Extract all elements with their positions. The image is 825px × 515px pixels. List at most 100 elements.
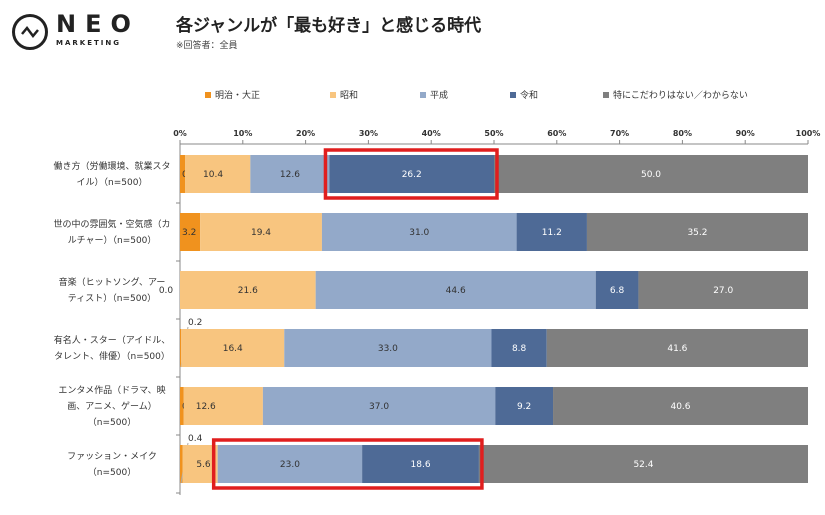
data-label: 23.0 [280, 460, 300, 470]
category-label: 世の中の雰囲気・空気感（カ [53, 218, 170, 230]
category-label: （n=500） [88, 417, 136, 428]
data-label: 0.4 [188, 434, 203, 444]
bar-segment [200, 213, 322, 251]
data-label: 12.6 [280, 170, 300, 180]
bar-segment [362, 445, 479, 483]
logo-sub: MARKETING [56, 39, 121, 47]
bar-segment [595, 271, 639, 309]
bar-segment [180, 387, 184, 425]
data-label: 5.6 [196, 460, 211, 470]
category-label: ティスト）（n=500） [68, 293, 156, 304]
x-tick-label: 90% [736, 129, 755, 138]
logo-name: NEO [56, 10, 140, 38]
highlight-box [323, 148, 499, 200]
bar-segment [491, 329, 547, 367]
data-label: 11.2 [542, 228, 562, 238]
legend-label: 昭和 [340, 91, 359, 101]
category-label: （n=500） [88, 467, 136, 478]
chart-subtitle: ※回答者：全員 [176, 41, 238, 51]
bar-segment [180, 213, 201, 251]
category-label: 働き方（労働環境、就業スタ [53, 160, 170, 172]
legend-swatch [205, 91, 211, 98]
data-label: 50.0 [641, 170, 661, 180]
legend-swatch [510, 91, 516, 98]
bar-segment [181, 329, 285, 367]
legend-item: 令和 [510, 88, 538, 101]
bar-segment [321, 213, 517, 251]
x-tick-label: 60% [547, 129, 566, 138]
category-label: タレント、俳優）（n=500） [54, 350, 170, 362]
bar-segment [329, 155, 494, 193]
bar-segment [217, 445, 363, 483]
data-label: 40.6 [670, 402, 690, 412]
bar-segment [495, 387, 554, 425]
data-label: 31.0 [409, 228, 429, 238]
bar-segment [516, 213, 587, 251]
bar-segment [638, 271, 808, 309]
data-label: 33.0 [378, 344, 398, 354]
data-label: 18.6 [411, 460, 431, 470]
legend-label: 明治・大正 [215, 91, 261, 101]
legend: 明治・大正 昭和 平成 令和 特にこだわりはない／わからない [0, 88, 825, 102]
category-label: ファッション・メイク [67, 451, 157, 462]
x-tick-label: 0% [173, 129, 187, 138]
data-label: 19.4 [251, 228, 271, 238]
data-label: 27.0 [713, 286, 733, 296]
data-label: 37.0 [369, 402, 389, 412]
bar-segment [284, 329, 492, 367]
bar-segment [180, 155, 186, 193]
legend-item: 平成 [420, 88, 448, 101]
logo-icon [12, 14, 48, 50]
legend-label: 平成 [430, 91, 449, 101]
data-label: 35.2 [687, 228, 707, 238]
data-label: 26.2 [402, 170, 422, 180]
data-label: 41.6 [667, 344, 687, 354]
bar-segment [586, 213, 808, 251]
bar-segment [494, 155, 808, 193]
bar-segment [553, 387, 808, 425]
legend-item: 特にこだわりはない／わからない [603, 88, 748, 101]
data-label: 12.6 [196, 402, 216, 412]
legend-label: 特にこだわりはない／わからない [613, 91, 748, 101]
x-tick-label: 40% [422, 129, 441, 138]
bar-segment [262, 387, 496, 425]
category-label: エンタメ作品（ドラマ、映 [58, 384, 165, 396]
x-tick-label: 30% [359, 129, 378, 138]
x-tick-label: 70% [610, 129, 629, 138]
x-tick-label: 50% [484, 129, 503, 138]
data-label: 9.2 [517, 402, 531, 412]
legend-swatch [420, 91, 426, 98]
bar-segment [250, 155, 330, 193]
bar-segment [546, 329, 808, 367]
data-label: 52.4 [633, 460, 653, 470]
legend-item: 昭和 [330, 88, 358, 101]
category-label: 画、アニメ、ゲーム） [67, 400, 157, 412]
data-label: 0.2 [188, 318, 202, 328]
highlight-box [211, 438, 484, 490]
bar-segment [180, 445, 183, 483]
data-label: 21.6 [238, 286, 258, 296]
category-label: イル）（n=500） [77, 177, 148, 188]
data-label: 6.8 [610, 286, 625, 296]
data-label: 0.0 [159, 286, 174, 296]
data-label: 10.4 [203, 170, 223, 180]
category-label: 有名人・スター（アイドル、 [54, 334, 171, 346]
x-tick-label: 10% [233, 129, 252, 138]
data-label: 8.8 [512, 344, 527, 354]
category-label: ルチャー）（n=500） [68, 235, 157, 246]
legend-swatch [330, 91, 336, 98]
legend-swatch [603, 91, 609, 98]
legend-item: 明治・大正 [205, 88, 260, 101]
bar-segment [183, 387, 263, 425]
bar-segment [180, 329, 182, 367]
bar-segment [182, 445, 218, 483]
bar-segment [185, 155, 251, 193]
data-label: 44.6 [446, 286, 466, 296]
x-tick-label: 80% [673, 129, 692, 138]
chart-title: 各ジャンルが「最も好き」と感じる時代 [176, 16, 482, 36]
bar-segment [478, 445, 808, 483]
legend-label: 令和 [520, 91, 539, 101]
x-tick-label: 20% [296, 129, 315, 138]
